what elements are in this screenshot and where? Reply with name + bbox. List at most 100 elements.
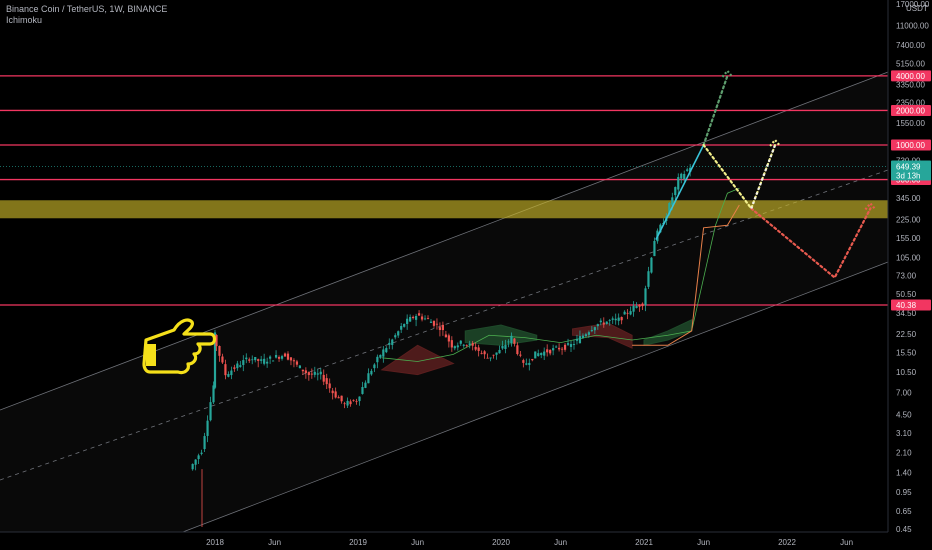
candle [522,358,525,368]
candle [489,357,492,362]
candle [239,360,242,368]
candle-body [575,338,579,341]
candle [629,306,632,316]
candle-body [376,356,379,363]
candle [379,354,382,359]
candle [337,395,340,399]
candle-body [626,312,629,314]
price-tick-label: 3.10 [896,429,912,438]
candle-body [632,305,635,312]
candle-body [394,335,397,338]
candle-body [364,382,367,388]
candle [572,339,576,350]
price-tick-label: 0.65 [896,507,912,516]
candle-body [400,326,403,330]
candle-body [462,344,465,346]
candle [328,378,331,393]
candle-body [659,224,662,233]
candle [322,369,325,386]
candle [528,358,531,371]
candle [432,320,436,328]
candle-body [438,327,442,331]
candle-body [495,352,498,355]
candle [245,353,248,364]
symbol-title[interactable]: Binance Coin / TetherUS, 1W, BINANCE [6,4,168,14]
candle-body [409,317,412,322]
candle [367,368,370,384]
candle-body [319,371,322,375]
candle [224,359,227,380]
candle-body [602,322,605,325]
price-axis-bg [888,0,932,550]
candle-body [358,396,361,402]
candle [549,349,552,356]
candle-body [668,203,671,215]
candle [638,304,641,312]
candle-body [403,323,406,327]
candle-body [412,316,415,319]
candle-body [459,340,462,344]
candle-body [650,257,653,273]
candle [397,330,400,338]
candle-body [611,318,614,320]
candle-body [528,362,531,365]
candle-body [623,311,626,315]
price-tick-label: 22.50 [896,330,917,339]
level-tag-label: 1000.00 [896,141,925,150]
candle [534,351,537,359]
candle-body [352,399,355,401]
candle-body [379,354,382,358]
candle-body [420,316,424,320]
candle [501,340,504,350]
candle [191,463,194,471]
candle-body [391,339,394,345]
candle-body [191,464,194,470]
candle [429,319,433,323]
candle [498,345,501,354]
candle [462,343,465,348]
candle-body [200,452,203,454]
candle-body [441,324,445,331]
time-tick-label: 2022 [778,538,796,547]
candle-body [596,324,599,327]
channel-lower-line [174,261,889,536]
candle [683,170,686,182]
candle-body [590,330,593,332]
candle [391,338,394,350]
candle [569,340,573,353]
level-tag-label: 2000.00 [896,106,925,115]
price-tick-label: 1.40 [896,469,912,478]
candle-body [298,365,302,369]
candle-body [304,370,307,374]
candle-body [608,320,611,321]
candle [310,368,313,379]
candle [346,397,349,408]
candle-body [432,320,436,326]
level-tag-label: 40.38 [896,301,917,310]
candle-body [629,311,632,315]
price-tick-label: 17000.00 [896,0,930,9]
price-tick-label: 15.50 [896,349,917,358]
candle-body [361,386,364,394]
candle [495,352,498,360]
indicator-label[interactable]: Ichimoku [6,15,43,25]
candle [388,338,391,350]
candle-body [257,359,260,361]
resistance-zone [0,200,888,219]
candle [587,330,590,338]
candle-body [599,320,602,323]
candle-body [316,373,319,375]
candle-body [328,383,331,389]
candle [197,453,200,464]
hand-cuff [146,344,156,366]
candle [560,346,564,355]
candle-body [203,436,206,450]
price-tick-label: 11000.00 [896,21,929,30]
candle [316,368,319,381]
candle-body [263,358,266,364]
candle [370,368,373,376]
candle [653,237,656,257]
level-tag-label: 4000.00 [896,72,925,81]
